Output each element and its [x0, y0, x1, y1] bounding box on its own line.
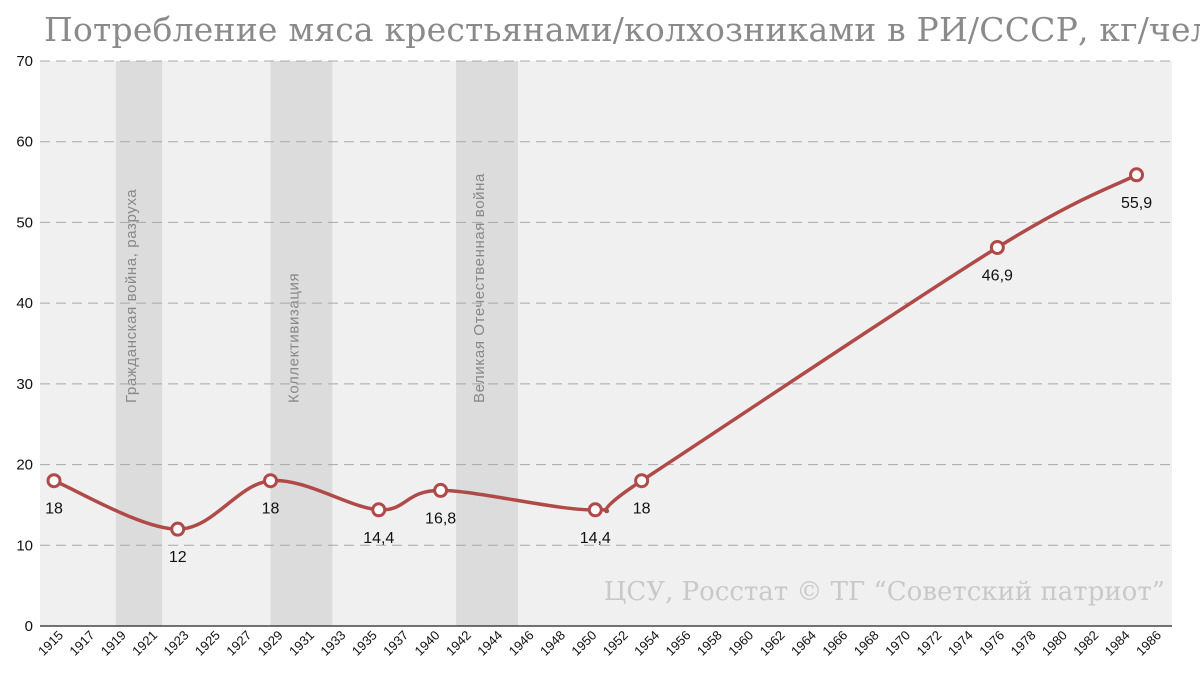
data-label: 16,8	[425, 510, 456, 527]
y-tick-label: 30	[16, 376, 33, 393]
x-tick-label: 1948	[537, 628, 568, 659]
x-tick-label: 1970	[882, 628, 913, 659]
y-tick-label: 40	[16, 295, 33, 312]
y-tick-label: 50	[16, 214, 33, 231]
data-label: 14,4	[580, 530, 611, 547]
x-tick-label: 1976	[976, 628, 1007, 659]
x-tick-label: 1980	[1039, 628, 1070, 659]
x-tick-label: 1954	[631, 628, 662, 659]
x-tick-label: 1962	[757, 628, 788, 659]
x-tick-label: 1923	[161, 628, 192, 659]
series-line	[53, 173, 1138, 531]
x-tick-label: 1942	[443, 628, 474, 659]
x-tick-label: 1919	[98, 628, 129, 659]
plot-background	[40, 61, 1172, 626]
chart-title: Потребление мяса крестьянами/колхозникам…	[44, 10, 1200, 49]
x-tick-label: 1915	[35, 628, 66, 659]
data-label: 18	[45, 501, 63, 518]
x-tick-label: 1921	[129, 628, 160, 659]
y-tick-label: 10	[16, 537, 33, 554]
data-point	[371, 502, 387, 518]
x-tick-label: 1933	[317, 628, 348, 659]
period-band	[456, 61, 518, 626]
data-point	[587, 502, 603, 518]
data-label: 14,4	[363, 530, 394, 547]
x-tick-label: 1956	[662, 628, 693, 659]
x-tick-label: 1982	[1070, 628, 1101, 659]
y-tick-label: 20	[16, 457, 33, 474]
x-tick-label: 1946	[506, 628, 537, 659]
x-tick-label: 1966	[819, 628, 850, 659]
x-tick-label: 1958	[694, 628, 725, 659]
x-tick-label: 1986	[1133, 628, 1164, 659]
data-point	[263, 473, 279, 489]
data-label: 55,9	[1121, 195, 1152, 212]
y-tick-label: 60	[16, 134, 33, 151]
data-point	[46, 473, 62, 489]
x-tick-label: 1925	[192, 628, 223, 659]
x-tick-label: 1972	[913, 628, 944, 659]
data-point	[989, 239, 1005, 255]
data-label: 46,9	[982, 267, 1013, 284]
x-tick-label: 1944	[474, 628, 505, 659]
data-point	[433, 482, 449, 498]
x-tick-label: 1974	[945, 628, 976, 659]
y-tick-label: 70	[16, 53, 33, 70]
x-tick-label: 1931	[286, 628, 317, 659]
x-tick-label: 1935	[349, 628, 380, 659]
data-point	[1129, 167, 1145, 183]
period-label: Коллективизация	[285, 273, 302, 403]
data-label: 18	[633, 501, 651, 518]
x-tick-label: 1927	[223, 628, 254, 659]
period-band	[115, 61, 163, 626]
x-tick-label: 1964	[788, 628, 819, 659]
x-tick-label: 1968	[851, 628, 882, 659]
x-tick-label: 1984	[1102, 628, 1133, 659]
period-label: Великая Отечественная война	[471, 173, 488, 403]
period-label: Гражданская война, разруха	[123, 189, 140, 403]
x-tick-label: 1978	[1008, 628, 1039, 659]
period-band	[270, 61, 333, 626]
x-tick-label: 1952	[600, 628, 631, 659]
data-point	[634, 473, 650, 489]
x-tick-label: 1929	[255, 628, 286, 659]
x-tick-label: 1937	[380, 628, 411, 659]
x-tick-label: 1940	[412, 628, 443, 659]
data-label: 18	[262, 501, 280, 518]
source-text: ЦСУ, Росстат © ТГ “Советский патриот”	[604, 577, 1165, 607]
y-tick-label: 0	[25, 618, 33, 635]
x-tick-label: 1950	[568, 628, 599, 659]
x-tick-label: 1960	[725, 628, 756, 659]
data-point	[170, 521, 186, 537]
x-tick-label: 1917	[66, 628, 97, 659]
data-label: 12	[169, 549, 187, 566]
